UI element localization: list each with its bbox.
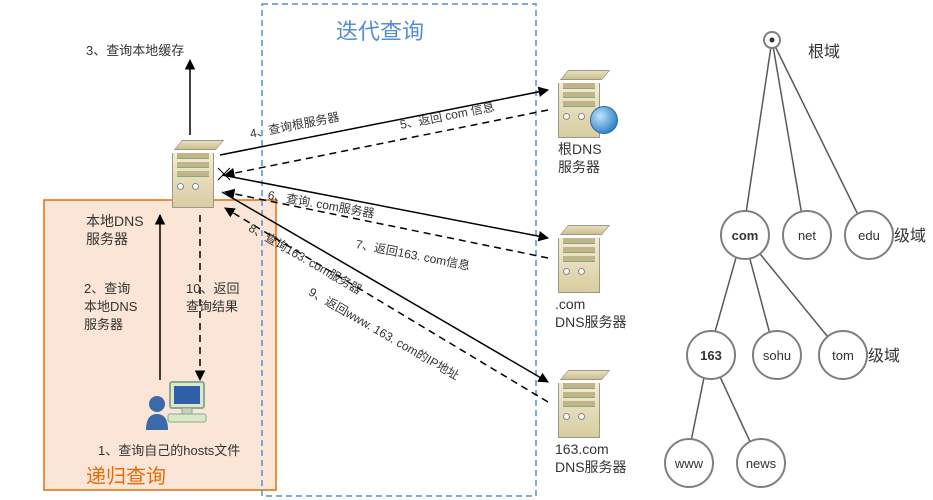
recursive-title: 递归查询: [86, 460, 166, 489]
root-dns-label: 根DNS 服务器: [558, 140, 602, 176]
step-3: 3、查询本地缓存: [86, 40, 184, 59]
tree-node-edu: edu: [844, 210, 894, 260]
step-1: 1、查询自己的hosts文件: [98, 440, 240, 459]
163-dns-server-icon: [558, 370, 602, 434]
step-10: 10、返回 查询结果: [186, 280, 239, 316]
local-dns-label: 本地DNS 服务器: [86, 212, 144, 248]
163-dns-label: 163.com DNS服务器: [555, 440, 627, 476]
tree-node-net: net: [782, 210, 832, 260]
com-dns-server-icon: [558, 225, 602, 289]
com-dns-label: .com DNS服务器: [555, 295, 627, 331]
tree-node-com: com: [720, 210, 770, 260]
globe-icon: [590, 106, 618, 134]
tree-node-www: www: [664, 438, 714, 488]
tree-root-label: 根域: [808, 38, 840, 62]
tree-node-163: 163: [686, 330, 736, 380]
tree-node-tom: tom: [818, 330, 868, 380]
local-dns-server-icon: [172, 140, 216, 204]
tree-node-news: news: [736, 438, 786, 488]
iterative-title: 迭代查询: [336, 14, 424, 46]
tree-node-sohu: sohu: [752, 330, 802, 380]
step-2: 2、查询 本地DNS 服务器: [84, 280, 137, 335]
